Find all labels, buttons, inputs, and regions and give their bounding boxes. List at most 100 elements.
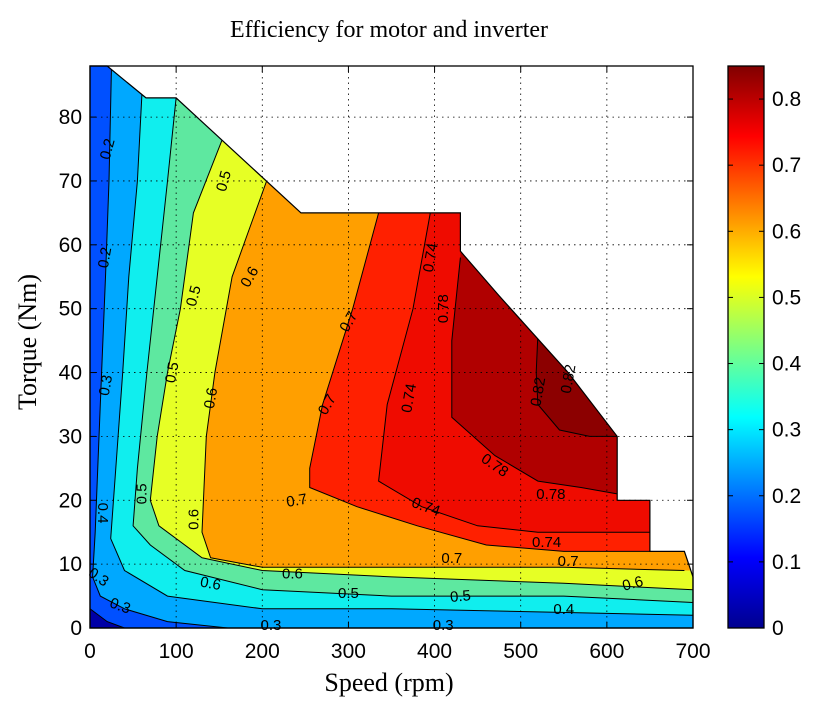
contour-label-30: 0.78 [435,294,452,323]
contour-label-32: 0.78 [536,486,565,503]
y-tick-label: 50 [59,298,82,321]
x-tick-label: 700 [675,640,710,663]
colorbar-tick-label: 0.2 [772,485,801,508]
contour-line-0.78 [451,257,618,495]
contour-label-text: 0.5 [134,483,151,504]
contour-label-text: 0.6 [199,574,222,594]
x-axis-ticks: 0 100 200 300 400 500 600 700 [84,66,711,663]
contour-label-3: 0.4 [94,503,111,524]
plot-area: 0.20.20.30.40.30.30.3 0.30.50.50.50.50.5 0… [59,65,711,663]
contour-label-6: 0.3 [260,617,281,634]
x-tick-label: 600 [589,640,624,663]
colorbar-tick-label: 0.6 [772,220,801,243]
contour-label-27: 0.74 [420,242,442,274]
contour-label-7: 0.3 [433,617,454,634]
contour-label-9: 0.5 [183,284,205,309]
contour-label-34: 0.82 [558,363,580,395]
y-tick-label: 20 [59,489,82,512]
contour-label-33: 0.82 [527,376,549,408]
contour-label-text: 0.5 [162,361,182,384]
contour-label-text: 0.3 [433,617,454,634]
contour-label-text: 0.7 [558,553,579,570]
contour-label-29: 0.74 [532,534,561,551]
y-tick-label: 60 [59,234,82,257]
colorbar-frame [727,65,765,629]
contour-line-0.4 [132,97,693,603]
plot-frame [89,65,694,629]
colorbar-gradient [728,66,764,628]
contour-label-text: 0.6 [621,573,646,595]
contour-label-text: 0.3 [107,595,132,618]
contour-label-20: 0.6 [621,573,646,595]
contour-label-26: 0.74 [398,382,420,414]
contour-label-10: 0.5 [162,361,182,384]
y-tick-label: 40 [59,362,82,385]
contour-label-24: 0.7 [441,550,462,567]
colorbar-tick-label: 0.5 [772,286,801,309]
contour-label-text: 0.5 [449,587,471,606]
contour-label-text: 0.74 [532,534,561,551]
contour-label-16: 0.6 [201,386,221,409]
contour-label-11: 0.5 [134,483,151,504]
y-tick-label: 80 [59,106,82,129]
contour-label-text: 0.7 [285,491,308,511]
contour-line-0.5 [149,136,693,591]
contour-label-14: 0.4 [553,601,574,618]
colorbar-tick-label: 0.4 [772,353,802,376]
contour-label-text: 0.5 [213,169,235,194]
contour-label-text: 0.5 [183,284,205,309]
contour-label-25: 0.7 [558,553,579,570]
x-tick-label: 500 [503,640,538,663]
contour-line-0.6 [201,180,685,571]
contour-line-0.2 [92,66,228,628]
colorbar-tick-label: 0.3 [772,419,801,442]
x-tick-label: 400 [417,640,452,663]
contour-label-text: 0.74 [398,382,420,414]
contour-line-0.7 [309,212,650,552]
contour-label-text: 0.3 [96,374,116,397]
y-tick-label: 10 [59,553,82,576]
contour-label-text: 0.4 [94,503,111,524]
colorbar-tick-label: 0 [772,617,784,640]
contour-label-text: 0.6 [282,566,303,583]
contour-label-text: 0.74 [420,242,442,274]
grid-lines [90,66,693,628]
max-torque-envelope [89,65,694,629]
contour-label-text: 0.82 [558,363,580,395]
contour-label-text: 0.6 [201,386,221,409]
contour-label-8: 0.5 [213,169,235,194]
contour-label-text: 0.78 [435,294,452,323]
y-tick-label: 30 [59,425,82,448]
colorbar-ticks: 0 0.1 0.2 0.3 0.4 0.5 0.6 0.7 0.8 [728,88,802,640]
contour-label-1: 0.2 [95,246,115,269]
contour-label-18: 0.6 [199,574,222,594]
x-tick-label: 0 [84,640,96,663]
contour-label-text: 0.3 [260,617,281,634]
contour-label-2: 0.3 [96,374,116,397]
chart-title: Efficiency for motor and inverter [230,17,548,43]
y-axis-label: Torque (Nm) [13,274,42,410]
contour-label-text: 0.4 [553,601,574,618]
contour-label-19: 0.6 [282,566,303,583]
x-axis-label: Speed (rpm) [324,668,453,697]
colorbar-tick-label: 0.8 [772,88,801,111]
contour-label-0: 0.2 [97,137,119,162]
colorbar-tick-label: 0.7 [772,154,801,177]
contour-lines [90,66,693,628]
contour-line-0.82 [535,334,618,437]
contour-label-text: 0.82 [527,376,549,408]
colorbar-tick-label: 0.1 [772,551,801,574]
contour-label-12: 0.5 [338,585,359,602]
y-axis-ticks: 0 10 20 30 40 50 60 70 80 [59,106,693,640]
contour-label-text: 0.7 [441,550,462,567]
contour-line-0.3 [110,66,693,616]
contour-label-17: 0.6 [185,509,202,530]
x-tick-label: 100 [159,640,194,663]
contour-line-0.1 [90,608,125,628]
contour-label-text: 0.6 [185,509,202,530]
contour-labels: 0.20.20.30.40.30.30.3 0.30.50.50.50.50.5 0… [85,137,645,634]
x-tick-label: 300 [331,640,366,663]
contour-label-text: 0.5 [338,585,359,602]
contour-label-13: 0.5 [449,587,471,606]
